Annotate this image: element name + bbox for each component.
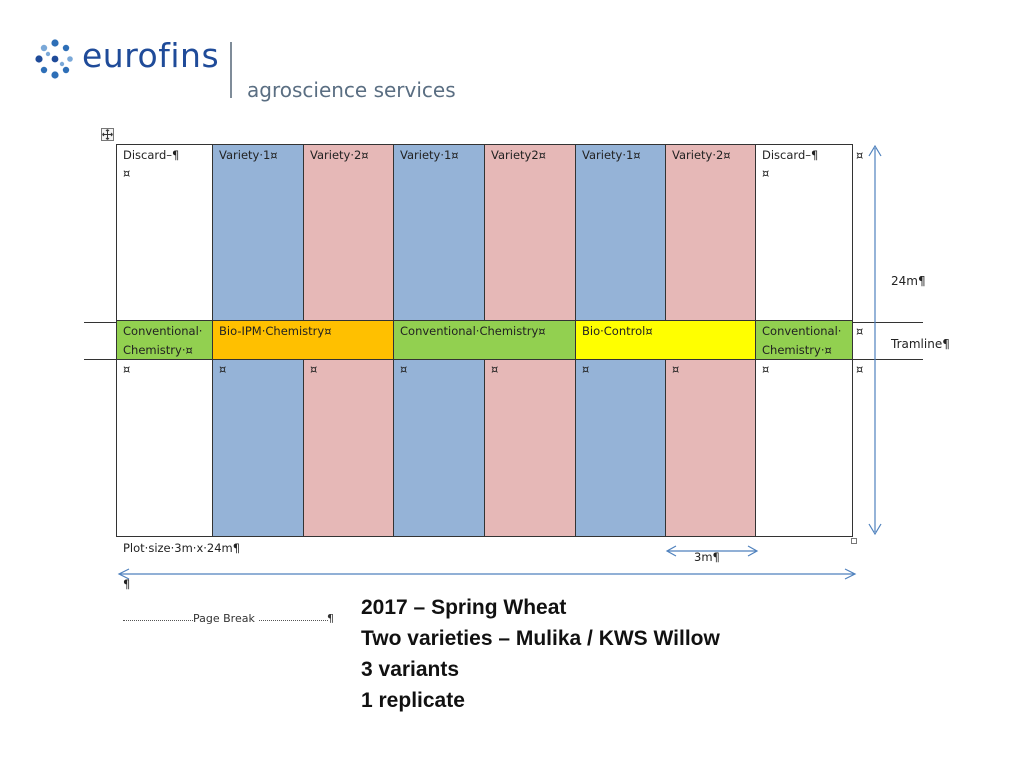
column-label: Variety·2¤ [310,148,369,162]
width-dimension-arrow [665,545,759,557]
width-label: 3m¶ [694,550,720,564]
treatment-label: Bio·Control¤ [582,324,653,338]
page-break-dots-right [259,620,328,621]
treatment-band [393,320,575,360]
cell-end-mark: ¤ [123,166,131,180]
tramline-label: Tramline¶ [891,337,950,351]
treatment-label: Chemistry·¤ [762,343,832,357]
treatment-band [212,320,393,360]
height-dimension-arrow [868,144,882,536]
table-resize-handle[interactable] [851,538,857,544]
page-break-marker: Page Break ¶ [123,612,338,628]
page-break-label: Page Break [193,612,255,625]
treatment-label: Conventional· [762,324,842,338]
move-arrows-icon [102,129,113,140]
cell-end-mark: ¤ [762,362,770,376]
tramline-line-left [84,322,116,323]
column-label: Discard–¶ [762,148,819,162]
summary-line-variants: 3 variants [361,658,460,681]
cell-end-mark: ¤ [491,362,499,376]
logo-subtitle: agroscience services [247,78,456,102]
paragraph-mark: ¶ [123,577,131,591]
column-label: Variety2¤ [491,148,546,162]
cell-end-mark: ¤ [672,362,680,376]
treatment-band [116,320,212,360]
row-end-mark: ¤ [856,324,864,338]
column-label: Variety·1¤ [582,148,641,162]
tramline-line-right [853,359,923,360]
column-label: Variety·2¤ [672,148,731,162]
height-label: 24m¶ [891,274,926,288]
cell-end-mark: ¤ [123,362,131,376]
treatment-label: Chemistry·¤ [123,343,193,357]
treatment-label: Conventional· [123,324,203,338]
column-label: Discard–¶ [123,148,180,162]
paragraph-mark: ¶ [327,612,334,625]
treatment-band [755,320,853,360]
table-move-handle[interactable] [101,128,114,141]
cell-end-mark: ¤ [762,166,770,180]
row-end-mark: ¤ [856,148,864,162]
cell-end-mark: ¤ [219,362,227,376]
summary-line-replicates: 1 replicate [361,689,465,712]
eurofins-dots-icon [35,39,73,79]
eurofins-logo: eurofins agroscience services [34,36,474,108]
logo-divider [230,42,232,98]
column-label: Variety·1¤ [400,148,459,162]
table-bottom-border [116,536,853,537]
row-end-mark: ¤ [856,362,864,376]
treatment-band [575,320,755,360]
total-width-arrow [117,568,857,580]
cell-end-mark: ¤ [400,362,408,376]
tramline-line-left [84,359,116,360]
trial-summary: 2017 – Spring Wheat Two varieties – Muli… [361,592,720,716]
treatment-label: Bio-IPM·Chemistry¤ [219,324,332,338]
page-break-dots-left [123,620,193,621]
summary-line-year-crop: 2017 – Spring Wheat [361,596,567,619]
treatment-label: Conventional·Chemistry¤ [400,324,546,338]
table-top-border [116,144,853,145]
logo-brand-text: eurofins [82,36,220,75]
cell-end-mark: ¤ [582,362,590,376]
tramline-line-right [853,322,923,323]
column-label: Variety·1¤ [219,148,278,162]
plot-size-label: Plot·size·3m·x·24m¶ [123,541,241,555]
summary-line-varieties: Two varieties – Mulika / KWS Willow [361,627,720,650]
cell-end-mark: ¤ [310,362,318,376]
